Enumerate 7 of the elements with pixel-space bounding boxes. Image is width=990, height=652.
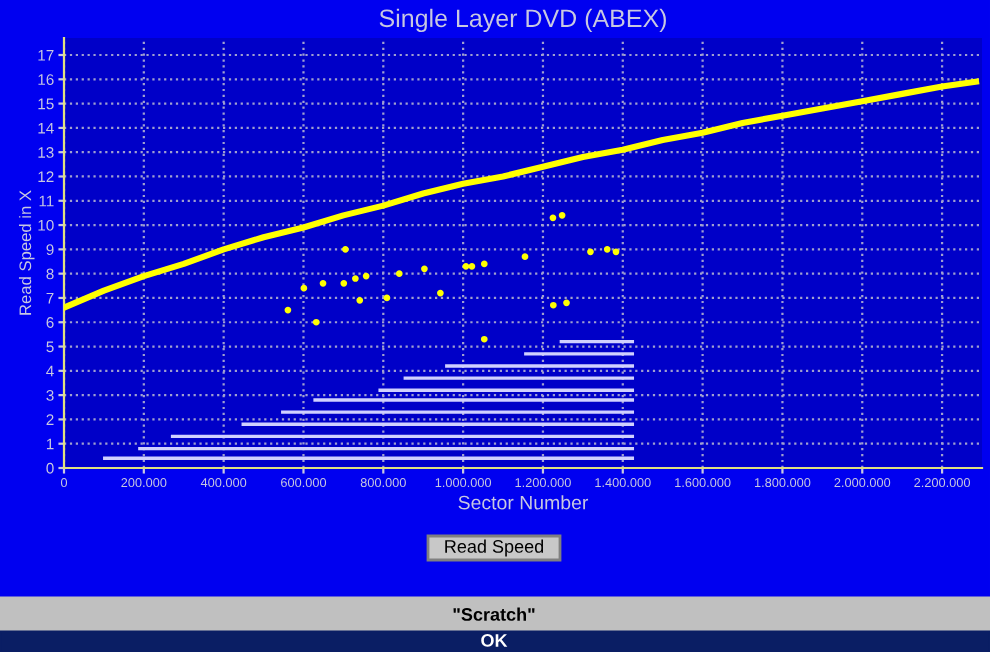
x-axis-title: Sector Number <box>458 495 589 510</box>
text: "Scratch" <box>453 607 535 621</box>
chart-title: Single Layer DVD (ABEX) <box>379 8 666 33</box>
y-axis-title: Read Speed in X <box>18 190 35 315</box>
text: Read Speed <box>445 539 544 557</box>
text: OK <box>481 634 508 647</box>
line-series <box>64 78 980 311</box>
